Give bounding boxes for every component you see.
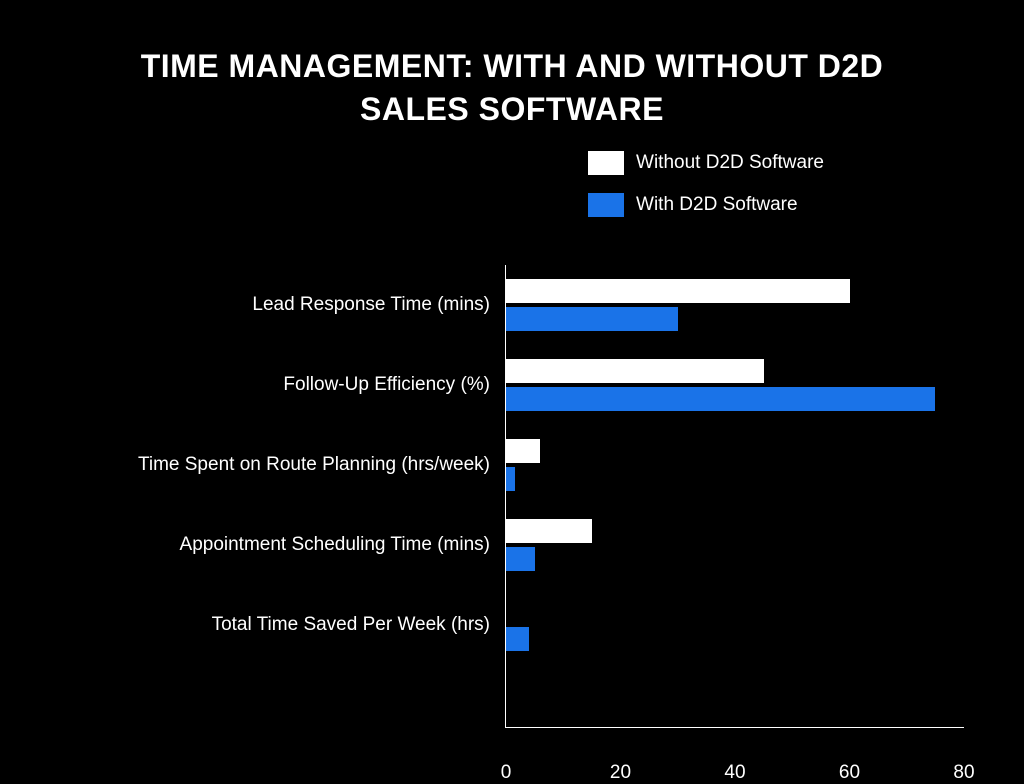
chart-plot: 020406080 — [505, 265, 964, 728]
bar-group — [506, 505, 964, 585]
y-axis-label: Appointment Scheduling Time (mins) — [60, 505, 490, 585]
x-tick: 20 — [610, 762, 631, 784]
chart-legend: Without D2D Software With D2D Software — [588, 151, 824, 235]
x-tick: 40 — [724, 762, 745, 784]
y-axis-label: Total Time Saved Per Week (hrs) — [60, 585, 490, 665]
y-axis-labels: Lead Response Time (mins) Follow-Up Effi… — [60, 265, 505, 728]
bar-group — [506, 345, 964, 425]
y-axis-label: Time Spent on Route Planning (hrs/week) — [60, 425, 490, 505]
bar-with — [506, 547, 535, 571]
x-tick: 0 — [501, 762, 512, 784]
bar-group — [506, 585, 964, 665]
chart-container: TIME MANAGEMENT: WITH AND WITHOUT D2D SA… — [0, 0, 1024, 768]
legend-item: With D2D Software — [588, 193, 824, 217]
x-tick: 80 — [953, 762, 974, 784]
bar-with — [506, 467, 515, 491]
bar-without — [506, 279, 850, 303]
y-axis-label: Follow-Up Efficiency (%) — [60, 345, 490, 425]
chart-title: TIME MANAGEMENT: WITH AND WITHOUT D2D SA… — [60, 45, 964, 131]
bar-group — [506, 265, 964, 345]
legend-item: Without D2D Software — [588, 151, 824, 175]
legend-swatch — [588, 151, 624, 175]
bar-without — [506, 439, 540, 463]
bar-with — [506, 307, 678, 331]
bar-without — [506, 519, 592, 543]
bar-without — [506, 359, 764, 383]
x-tick: 60 — [839, 762, 860, 784]
chart-plot-area: Lead Response Time (mins) Follow-Up Effi… — [60, 265, 964, 728]
bar-with — [506, 387, 935, 411]
legend-label: Without D2D Software — [636, 152, 824, 174]
y-axis-label: Lead Response Time (mins) — [60, 265, 490, 345]
legend-label: With D2D Software — [636, 194, 798, 216]
bar-with — [506, 627, 529, 651]
legend-swatch — [588, 193, 624, 217]
bar-group — [506, 425, 964, 505]
